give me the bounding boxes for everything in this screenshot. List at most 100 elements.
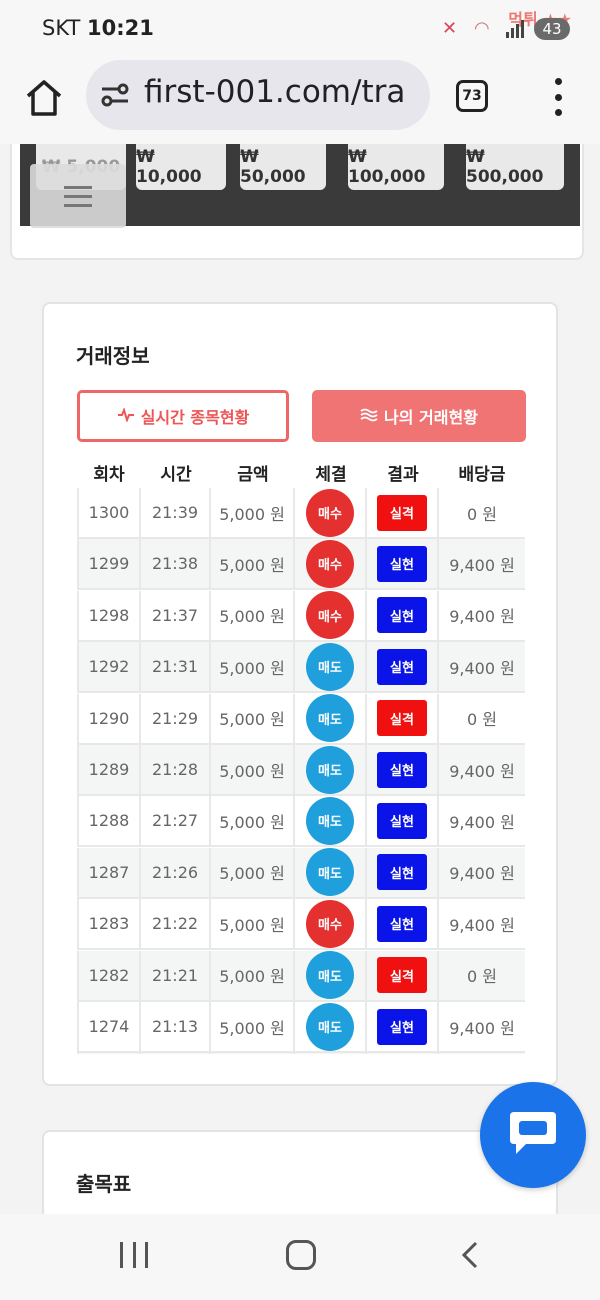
- status-bar: SKT 10:21 먹튀 ★★ ✕ ◠ 43: [0, 0, 600, 60]
- more-options-icon[interactable]: [548, 78, 568, 116]
- amount-button-10000[interactable]: ₩ 10,000: [136, 144, 226, 190]
- cell-time: 21:39: [141, 488, 211, 537]
- cell-time: [141, 1053, 211, 1054]
- cell-amount: 5,000 원: [211, 488, 295, 537]
- my-trade-button[interactable]: 나의 거래현황: [312, 390, 526, 442]
- url-text[interactable]: first-001.com/tra: [144, 74, 406, 110]
- my-trade-label: 나의 거래현황: [384, 408, 478, 427]
- cell-round: 1290: [77, 693, 141, 743]
- clock: 10:21: [87, 16, 154, 40]
- header-payout: 배당금: [458, 465, 506, 485]
- realtime-status-button[interactable]: 실시간 종목현황: [77, 390, 289, 442]
- cell-payout: 9,400 원: [449, 658, 515, 678]
- cell-round: 1274: [77, 1002, 141, 1051]
- cell-payout: 0 원: [467, 504, 497, 524]
- result-badge: 실현: [377, 854, 427, 891]
- battery-indicator: 43: [534, 18, 570, 40]
- side-badge: 매도: [306, 745, 354, 794]
- cell-time: 21:31: [141, 642, 211, 692]
- cell-side: 매도: [295, 847, 367, 897]
- result-badge: 실격: [377, 494, 427, 531]
- cell-amount: 5,000 원: [211, 796, 295, 846]
- result-badge: 실현: [377, 597, 427, 634]
- cell-side: 매도: [295, 642, 367, 692]
- back-icon[interactable]: [456, 1240, 486, 1270]
- cell-time: 21:27: [141, 796, 211, 846]
- cell-result: 실현: [367, 642, 439, 692]
- system-nav-bar: [0, 1214, 600, 1300]
- cell-payout: 9,400 원: [449, 915, 515, 935]
- result-badge: 실격: [377, 957, 427, 994]
- cell-side: 매수: [295, 539, 367, 589]
- cell-amount: 5,000 원: [211, 539, 295, 589]
- cell-round: 1292: [77, 642, 141, 692]
- cell-side: 매도: [295, 796, 367, 846]
- address-bar[interactable]: first-001.com/tra: [86, 60, 430, 130]
- cell-side: 매도: [295, 745, 367, 794]
- result-badge: 실현: [377, 1008, 427, 1045]
- cell-payout: [439, 1053, 525, 1054]
- cell-payout: 9,400 원: [449, 555, 515, 575]
- status-icons: ✕ ◠ 43: [442, 16, 570, 42]
- amount-button-500000[interactable]: ₩ 500,000: [466, 144, 564, 190]
- chart-card: 출목표: [42, 1130, 558, 1220]
- cell-result: 실현: [367, 796, 439, 846]
- side-badge: 매수: [306, 539, 354, 588]
- cell-amount: 5,000 원: [211, 642, 295, 692]
- table-row: 1288 21:27 5,000 원 매도 실현 9,400 원: [77, 796, 525, 848]
- cell-result: 실격: [367, 950, 439, 1000]
- mute-icon: ✕: [442, 18, 458, 39]
- wifi-icon: ◠: [474, 18, 490, 39]
- table-row: 1292 21:31 5,000 원 매도 실현 9,400 원: [77, 642, 525, 694]
- cell-time: 21:38: [141, 539, 211, 589]
- side-badge: 매도: [306, 796, 354, 845]
- tab-switcher-button[interactable]: 73: [456, 80, 488, 112]
- result-badge: 실현: [377, 905, 427, 942]
- table-row: 1282 21:21 5,000 원 매도 실격 0 원: [77, 950, 525, 1002]
- cell-round: 1288: [77, 796, 141, 846]
- cell-time: 21:13: [141, 1002, 211, 1051]
- side-badge: 매수: [306, 899, 354, 948]
- cell-amount: [211, 1053, 295, 1054]
- cell-round: 1289: [77, 745, 141, 794]
- cell-result: 실현: [367, 847, 439, 897]
- amount-button-100000[interactable]: ₩ 100,000: [348, 144, 444, 190]
- table-row: 1289 21:28 5,000 원 매도 실현 9,400 원: [77, 745, 525, 796]
- cell-result: 실현: [367, 899, 439, 949]
- cell-time: 21:26: [141, 847, 211, 897]
- side-badge: 매도: [306, 951, 354, 1000]
- cell-side: 매수: [295, 590, 367, 640]
- nav-home-icon[interactable]: [286, 1240, 316, 1270]
- cell-side: [295, 1053, 367, 1054]
- cell-time: 21:28: [141, 745, 211, 794]
- cell-amount: 5,000 원: [211, 590, 295, 640]
- chat-button[interactable]: [480, 1082, 586, 1188]
- table-row: 1283 21:22 5,000 원 매수 실현 9,400 원: [77, 899, 525, 951]
- cell-result: [367, 1053, 439, 1054]
- header-side: 체결: [315, 465, 347, 485]
- site-settings-icon[interactable]: [100, 82, 130, 108]
- trade-info-card: 거래정보 실시간 종목현황 나의 거래현황 회차 시간 금액 체결 결과 배당금…: [42, 302, 558, 1086]
- recent-apps-icon[interactable]: [120, 1242, 148, 1268]
- cell-payout: 9,400 원: [449, 812, 515, 832]
- table-row: [77, 1053, 525, 1054]
- status-carrier-time: SKT 10:21: [42, 16, 154, 40]
- table-row: 1274 21:13 5,000 원 매도 실현 9,400 원: [77, 1002, 525, 1053]
- amount-button-50000[interactable]: ₩ 50,000: [240, 144, 326, 190]
- trade-info-title: 거래정보: [76, 344, 150, 368]
- table-row: 1300 21:39 5,000 원 매수 실격 0 원: [77, 488, 525, 539]
- amount-strip: ₩ 5,000 ₩ 10,000 ₩ 50,000 ₩ 100,000 ₩ 50…: [20, 144, 580, 228]
- cell-payout: 9,400 원: [449, 607, 515, 627]
- home-icon[interactable]: [22, 76, 66, 120]
- header-amount: 금액: [237, 465, 269, 485]
- table-row: 1290 21:29 5,000 원 매도 실격 0 원: [77, 693, 525, 745]
- cell-side: 매수: [295, 488, 367, 537]
- result-badge: 실현: [377, 802, 427, 839]
- cell-round: 1300: [77, 488, 141, 537]
- cell-time: 21:29: [141, 693, 211, 743]
- cell-side: 매수: [295, 899, 367, 949]
- hamburger-menu-icon[interactable]: [30, 164, 126, 228]
- cell-amount: 5,000 원: [211, 745, 295, 794]
- cell-amount: 5,000 원: [211, 693, 295, 743]
